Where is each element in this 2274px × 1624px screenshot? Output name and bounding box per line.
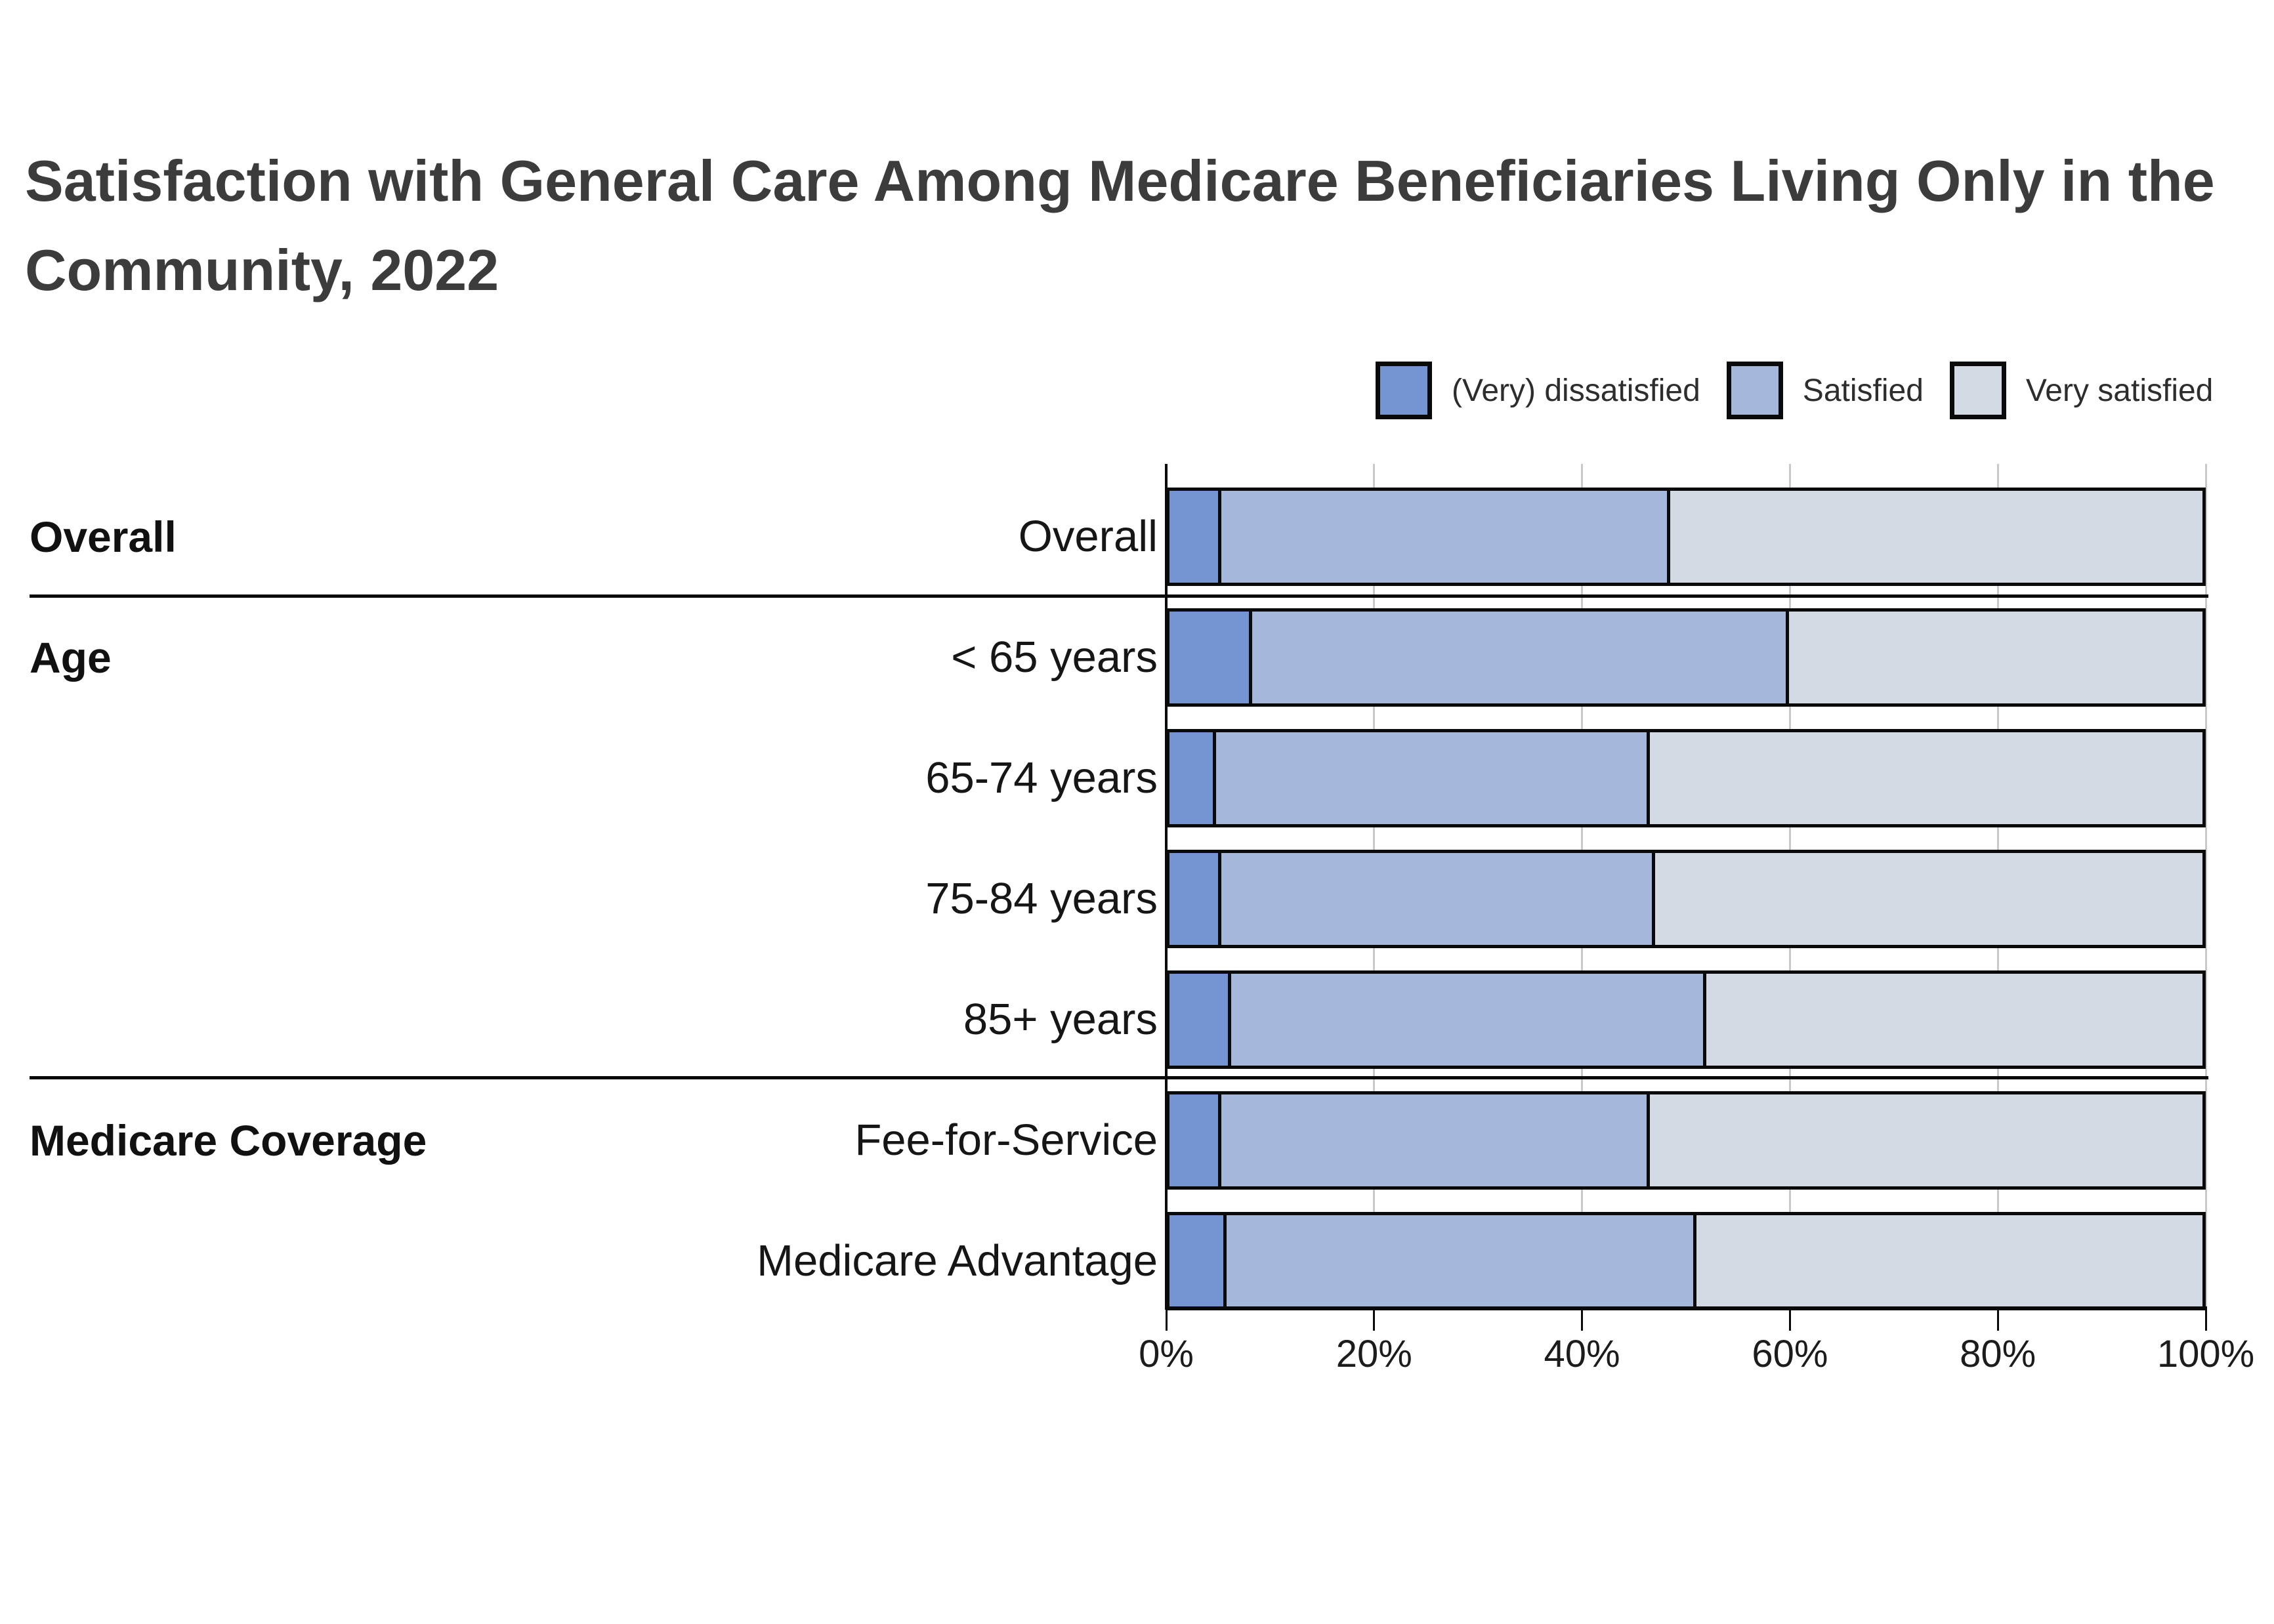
section-divider-0 [30,594,2208,598]
row-label: Fee-for-Service [854,1115,1158,1165]
segment-satisfied [1226,1215,1696,1307]
chart-title: Satisfaction with General Care Among Med… [25,136,2215,315]
segment-satisfied [1221,1094,1650,1186]
legend-item-1: Satisfied [1726,362,1924,419]
bar-fee-for-service [1166,1091,2206,1190]
bar-85-years [1166,970,2206,1069]
x-tick-label-40: 40% [1544,1333,1620,1375]
segment-dissatisfied [1169,732,1216,824]
segment-dissatisfied [1169,974,1232,1066]
segment-dissatisfied [1169,491,1221,583]
x-tick-label-0: 0% [1139,1333,1194,1375]
x-tick-label-20: 20% [1336,1333,1412,1375]
row-label: 75-84 years [925,874,1158,923]
section-divider-1 [30,1076,2208,1079]
x-tick-label-80: 80% [1960,1333,2036,1375]
legend-swatch-icon [1726,362,1783,419]
legend-label: (Very) dissatisfied [1452,373,1700,408]
legend-item-0: (Very) dissatisfied [1376,362,1700,419]
x-tick-20 [1373,1310,1376,1331]
group-label-overall: Overall [30,512,177,561]
bar-65-74-years [1166,729,2206,827]
legend: (Very) dissatisfied Satisfied Very satisfi… [1376,362,2213,419]
group-label-age: Age [30,633,112,682]
row-label: < 65 years [951,633,1158,682]
legend-label: Very satisfied [2025,373,2214,408]
x-tick-label-60: 60% [1752,1333,1828,1375]
legend-swatch-icon [1949,362,2006,419]
segment-satisfied [1221,853,1655,945]
segment-dissatisfied [1169,612,1252,703]
chart-title-line-2: Community, 2022 [25,238,499,302]
bar--65-years [1166,608,2206,707]
bar-medicare-advantage [1166,1212,2206,1310]
group-label-medicare-coverage: Medicare Coverage [30,1116,427,1165]
x-tick-80 [1996,1310,1999,1331]
x-tick-100 [2204,1310,2207,1331]
segment-satisfied [1252,612,1790,703]
bar-overall [1166,488,2206,586]
segment-satisfied [1221,491,1671,583]
segment-dissatisfied [1169,853,1221,945]
legend-label: Satisfied [1802,373,1924,408]
gridline-100 [2204,464,2207,1306]
segment-satisfied [1215,732,1650,824]
row-label: 65-74 years [925,753,1158,802]
segment-satisfied [1231,974,1707,1066]
x-tick-40 [1581,1310,1584,1331]
legend-swatch-icon [1376,362,1432,419]
x-tick-60 [1788,1310,1791,1331]
bar-75-84-years [1166,850,2206,948]
legend-item-2: Very satisfied [1949,362,2214,419]
x-axis-line [1165,1306,2207,1310]
chart-title-line-1: Satisfaction with General Care Among Med… [25,148,2215,213]
row-label: Overall [1018,512,1158,561]
x-tick-0 [1165,1310,1168,1331]
row-label: 85+ years [963,995,1158,1044]
segment-dissatisfied [1169,1215,1227,1307]
x-tick-label-100: 100% [2157,1333,2255,1375]
segment-dissatisfied [1169,1094,1221,1186]
row-label: Medicare Advantage [757,1236,1158,1285]
